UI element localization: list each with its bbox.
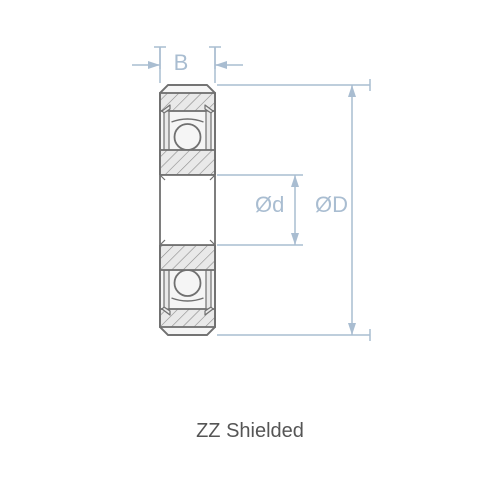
svg-text:B: B xyxy=(174,50,189,75)
svg-text:Ød: Ød xyxy=(255,192,284,217)
caption: ZZ Shielded xyxy=(0,420,500,443)
bearing-cross-section xyxy=(159,85,216,335)
diagram-stage: B Ød ØD ZZ Shielded xyxy=(0,0,500,500)
svg-text:ØD: ØD xyxy=(315,192,348,217)
